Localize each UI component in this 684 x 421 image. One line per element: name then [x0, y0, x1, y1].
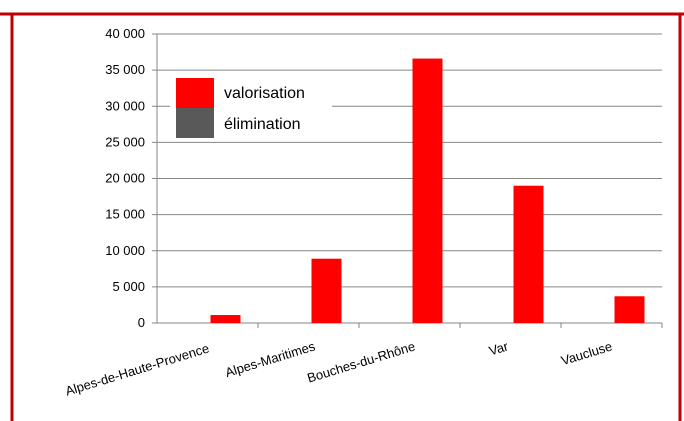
- legend: valorisation élimination: [170, 74, 332, 140]
- y-tick-label: 35 000: [105, 62, 145, 77]
- legend-label-valorisation: valorisation: [224, 85, 305, 102]
- legend-swatch-valorisation: [176, 78, 214, 108]
- x-category-label: Alpes-Maritimes: [223, 338, 317, 380]
- x-category-label: Var: [487, 338, 510, 358]
- y-tick-label: 30 000: [105, 98, 145, 113]
- bar-valorisation: [412, 58, 443, 323]
- x-category-label: Vaucluse: [559, 339, 614, 369]
- legend-swatch-elimination: [176, 108, 214, 138]
- y-axis-tick-labels: 0 5 000 10 000 15 000 20 000 25 000 30 000 35 0…: [105, 26, 145, 330]
- bar-valorisation: [311, 258, 342, 323]
- x-category-label: Alpes-de-Haute-Provence: [63, 341, 210, 399]
- x-category-label: Bouches-du-Rhône: [305, 339, 417, 386]
- y-tick-label: 5 000: [112, 279, 145, 294]
- bar-valorisation: [210, 315, 241, 323]
- y-tick-label: 10 000: [105, 243, 145, 258]
- y-tick-label: 0: [138, 315, 145, 330]
- frame-border: [0, 12, 684, 421]
- x-axis-category-labels: Alpes-de-Haute-Provence Alpes-MaritimesBo…: [63, 338, 613, 398]
- y-tick-label: 40 000: [105, 26, 145, 41]
- y-tick-label: 20 000: [105, 171, 145, 186]
- x-axis: [156, 34, 663, 328]
- bars: [210, 58, 645, 323]
- legend-label-elimination: élimination: [224, 116, 300, 133]
- y-tick-label: 25 000: [105, 134, 145, 149]
- bar-valorisation: [513, 185, 544, 323]
- bar-valorisation: [614, 296, 645, 323]
- y-tick-label: 15 000: [105, 207, 145, 222]
